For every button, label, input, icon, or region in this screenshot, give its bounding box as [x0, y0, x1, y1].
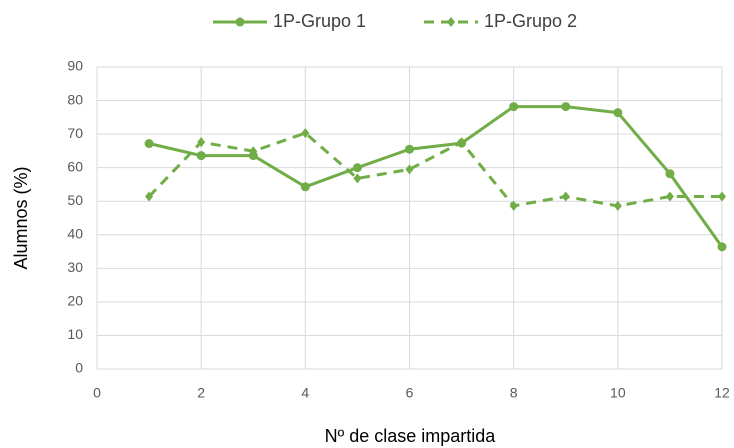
point — [405, 164, 414, 175]
point — [353, 173, 362, 184]
series-line — [147, 131, 722, 208]
x-tick-label: 10 — [610, 385, 626, 401]
point — [665, 169, 675, 179]
point — [717, 242, 727, 252]
point — [457, 137, 466, 148]
legend-label: 1P-Grupo 1 — [273, 11, 366, 31]
series-line — [148, 105, 724, 248]
y-tick-label: 30 — [67, 259, 83, 275]
y-tick-label: 40 — [67, 225, 83, 241]
point — [561, 102, 571, 112]
point — [144, 139, 154, 149]
x-tick-label: 12 — [714, 385, 730, 401]
y-tick-label: 0 — [75, 360, 83, 376]
y-tick-label: 90 — [67, 58, 83, 74]
point — [300, 182, 310, 192]
y-tick-label: 10 — [67, 326, 83, 342]
point — [301, 128, 310, 139]
x-axis-title: Nº de clase impartida — [325, 426, 497, 446]
y-axis-title: Alumnos (%) — [11, 166, 31, 269]
x-tick-label: 0 — [93, 385, 101, 401]
legend-marker — [447, 17, 455, 27]
point — [145, 191, 154, 202]
point — [405, 144, 414, 154]
x-tick-label: 8 — [510, 385, 518, 401]
point — [197, 137, 206, 148]
point — [718, 191, 726, 202]
y-tick-label: 60 — [67, 158, 83, 174]
point — [613, 200, 622, 211]
y-tick-label: 70 — [67, 125, 83, 141]
x-tick-label: 4 — [301, 385, 309, 401]
point — [249, 146, 258, 157]
point — [665, 191, 674, 202]
point — [196, 151, 206, 161]
x-tick-label: 6 — [406, 385, 414, 401]
y-tick-label: 20 — [67, 293, 83, 309]
legend-label: 1P-Grupo 2 — [484, 11, 577, 31]
point — [561, 191, 570, 202]
point — [509, 200, 518, 211]
y-tick-label: 80 — [67, 91, 83, 107]
point — [613, 108, 623, 118]
point — [509, 102, 519, 112]
y-tick-label: 50 — [67, 192, 83, 208]
point — [352, 163, 362, 173]
legend-marker — [235, 17, 245, 27]
x-tick-label: 2 — [197, 385, 205, 401]
